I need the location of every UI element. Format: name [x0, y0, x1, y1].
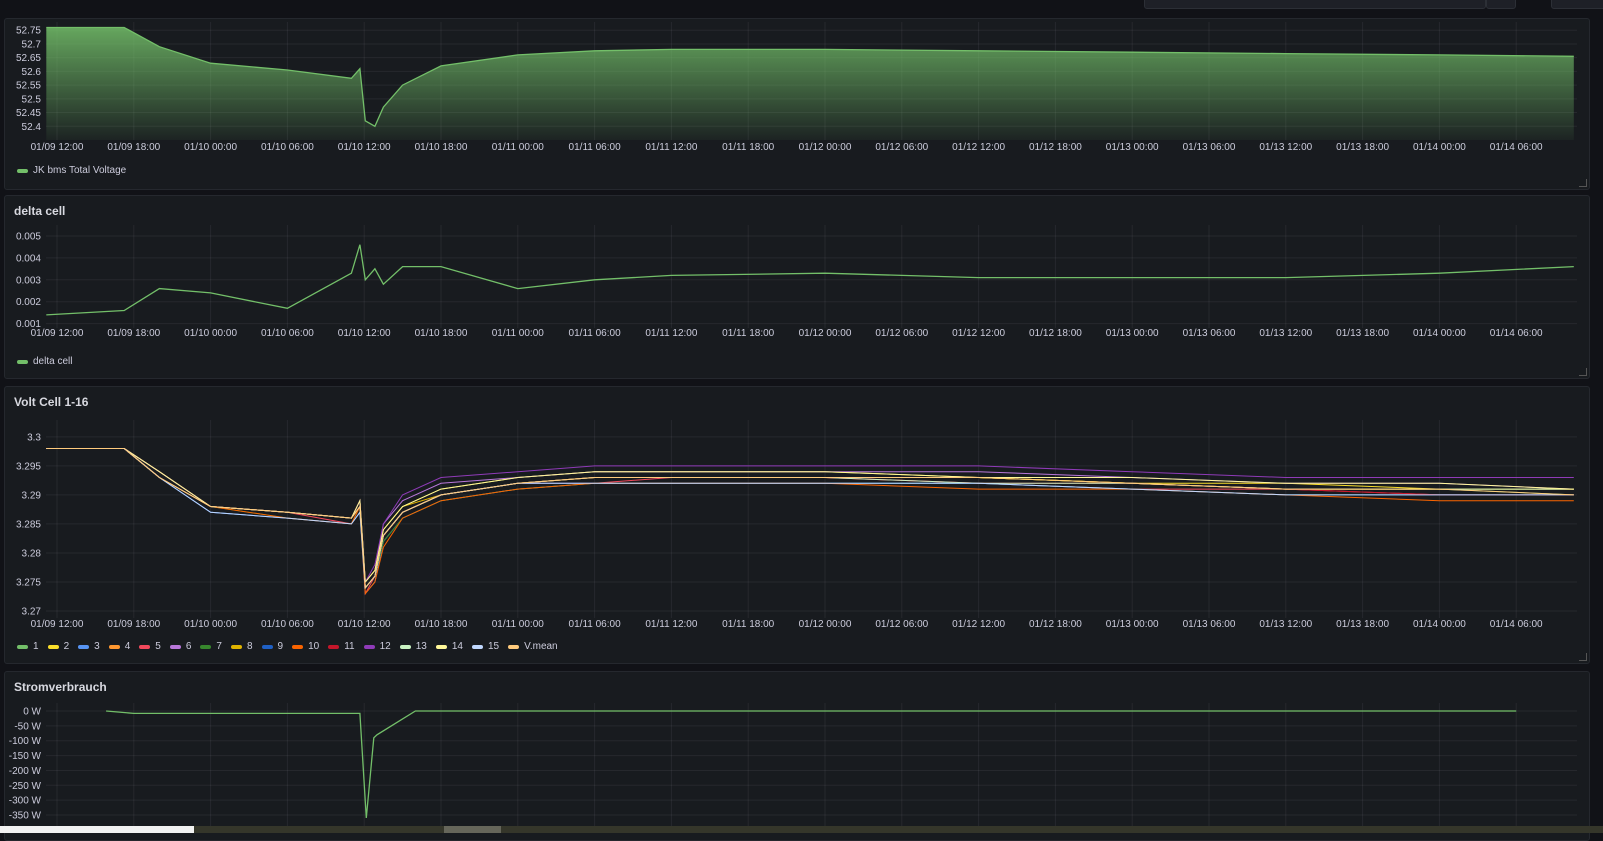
time-range-picker[interactable]: [1144, 0, 1486, 9]
legend-label: 14: [451, 641, 463, 652]
resize-handle[interactable]: [1579, 368, 1587, 376]
legend-item[interactable]: 15: [471, 641, 500, 652]
legend-item[interactable]: 5: [139, 641, 161, 652]
legend-label: 10: [308, 641, 320, 652]
dashboard-topbar: [0, 0, 1603, 20]
legend-swatch: [17, 168, 28, 173]
legend-swatch: [292, 644, 304, 649]
legend: JK bms Total Voltage: [17, 165, 126, 176]
legend-item[interactable]: 11: [328, 641, 355, 652]
legend-item[interactable]: 6: [169, 641, 192, 652]
scrollbar-thumb[interactable]: [444, 826, 501, 833]
legend-item[interactable]: 12: [363, 641, 391, 652]
legend-label: 4: [124, 641, 131, 652]
horizontal-scrollbar[interactable]: [0, 826, 1603, 833]
legend-item[interactable]: 13: [399, 641, 427, 652]
legend-item[interactable]: V.mean: [508, 641, 558, 652]
legend-item[interactable]: JK bms Total Voltage: [17, 165, 126, 176]
legend-swatch: [169, 644, 181, 649]
legend-item[interactable]: delta cell: [17, 356, 72, 367]
legend-label: 11: [344, 641, 355, 652]
legend-swatch: [17, 359, 28, 364]
legend-label: 2: [63, 641, 70, 652]
legend-label: 3: [94, 641, 100, 652]
scrollbar-track-left: [0, 826, 194, 833]
legend-swatch: [435, 644, 447, 649]
resize-handle[interactable]: [1579, 179, 1587, 187]
legend-swatch: [108, 644, 120, 649]
panel-total-voltage: JK bms Total Voltage: [4, 18, 1590, 190]
legend-item[interactable]: 4: [108, 641, 131, 652]
legend-swatch: [508, 644, 520, 649]
legend-label: 6: [185, 641, 192, 652]
panel-title: delta cell: [14, 204, 66, 218]
legend-swatch: [399, 644, 411, 649]
legend-item[interactable]: 1: [17, 641, 39, 652]
legend-label: 15: [487, 641, 500, 652]
legend-item[interactable]: 8: [230, 641, 253, 652]
panel-title: Stromverbrauch: [14, 680, 107, 694]
legend-label: 1: [33, 641, 39, 652]
legend: 1 2 3 4 5 6 7 8 9 10 11 12 13 14 15 V.mean: [17, 641, 558, 652]
legend-label: 12: [379, 641, 391, 652]
legend-swatch: [47, 644, 59, 649]
legend-item[interactable]: 9: [261, 641, 284, 652]
legend-item[interactable]: 7: [200, 641, 222, 652]
legend-swatch: [78, 644, 90, 649]
legend-item[interactable]: 10: [292, 641, 319, 652]
legend-item[interactable]: 2: [47, 641, 70, 652]
legend-label: 9: [277, 641, 284, 652]
legend-swatch: [200, 644, 212, 649]
legend-item[interactable]: 14: [435, 641, 463, 652]
refresh-button[interactable]: [1551, 0, 1603, 9]
legend-swatch: [17, 644, 28, 649]
panel-title: Volt Cell 1-16: [14, 395, 89, 409]
legend-swatch: [363, 644, 375, 649]
zoom-out-button[interactable]: [1486, 0, 1516, 9]
legend-label: JK bms Total Voltage: [33, 165, 127, 176]
panel-volt-cell: Volt Cell 1-16 1 2 3 4 5 6 7 8 9 10 11 12 13 14 15 V.me…: [4, 386, 1590, 664]
legend-label: 13: [415, 641, 427, 652]
legend-swatch: [261, 644, 273, 649]
panel-power: Stromverbrauch: [4, 671, 1590, 841]
legend-swatch: [471, 644, 483, 649]
legend-label: V.mean: [524, 641, 558, 652]
legend-swatch: [328, 644, 340, 649]
legend-item[interactable]: 3: [78, 641, 100, 652]
legend-swatch: [139, 644, 151, 649]
legend-label: 7: [216, 641, 222, 652]
resize-handle[interactable]: [1579, 653, 1587, 661]
legend: delta cell: [17, 356, 72, 367]
legend-swatch: [230, 644, 242, 649]
legend-label: delta cell: [33, 356, 73, 367]
legend-label: 8: [246, 641, 253, 652]
legend-label: 5: [155, 641, 161, 652]
panel-delta-cell: delta cell delta cell: [4, 195, 1590, 379]
